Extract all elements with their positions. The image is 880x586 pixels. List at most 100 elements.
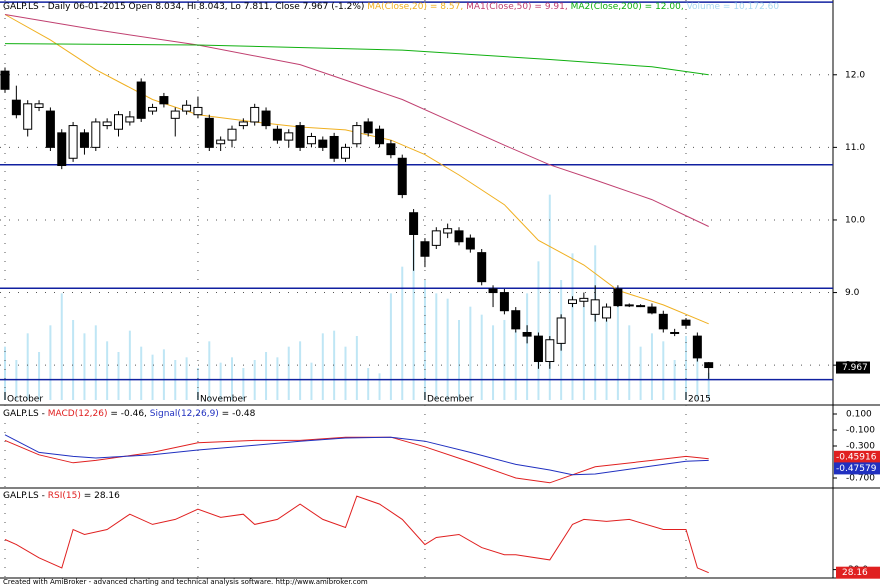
title-part: = 28.16 xyxy=(81,491,120,501)
volume-bar xyxy=(26,333,29,400)
volume-bar xyxy=(333,330,336,400)
volume-bar xyxy=(503,320,506,400)
candle-body xyxy=(272,128,282,141)
volume-bar xyxy=(162,349,165,400)
y-tick-label: 0.100 xyxy=(846,410,872,420)
y-tick-label: 12.0 xyxy=(845,70,865,80)
candle-body xyxy=(375,128,385,145)
volume-bar xyxy=(196,368,199,400)
volume-bar xyxy=(548,194,551,400)
volume-bar xyxy=(219,362,222,400)
candle-body xyxy=(182,104,192,112)
candle-body xyxy=(238,121,248,127)
candle-body xyxy=(216,139,226,145)
volume-bar xyxy=(208,341,211,400)
volume-bar xyxy=(94,325,97,400)
title-part: MA1(Close,50) = 9.91, xyxy=(466,2,571,12)
value-box xyxy=(836,566,880,579)
title-part: GALP.LS - xyxy=(3,491,48,501)
x-tick-label: November xyxy=(200,395,247,405)
value-box xyxy=(834,450,880,463)
candle-body xyxy=(488,288,498,294)
volume-bar xyxy=(276,357,279,400)
candle-body xyxy=(613,288,623,307)
candle-body xyxy=(341,146,350,159)
candle-body xyxy=(306,135,316,145)
volume-bar xyxy=(514,330,517,400)
candle-body xyxy=(477,252,487,283)
candle-body xyxy=(454,230,464,243)
title-part: MACD(12,26) xyxy=(48,409,108,419)
candle-body xyxy=(624,304,634,307)
candle-body xyxy=(102,121,112,127)
candle-body xyxy=(204,117,214,148)
volume-bar xyxy=(185,357,188,400)
candle-body xyxy=(397,157,407,196)
volume-bar xyxy=(469,306,472,400)
candle-body xyxy=(409,212,419,235)
volume-bar xyxy=(650,333,653,400)
price-label: 7.967 xyxy=(842,363,868,373)
candle-body xyxy=(250,106,260,123)
volume-bar xyxy=(117,352,120,400)
candle-body xyxy=(590,299,600,315)
candle-body xyxy=(533,335,543,363)
candle-body xyxy=(91,121,101,148)
volume-bar xyxy=(389,293,392,400)
candle-body xyxy=(79,132,89,148)
volume-bar xyxy=(480,314,483,400)
candle-body xyxy=(545,339,555,363)
value-label: 28.16 xyxy=(842,568,868,578)
title-part: MA2(Close,200) = 12.00, xyxy=(571,2,687,12)
volume-bar xyxy=(38,352,41,400)
x-tick-label: October xyxy=(7,395,43,405)
candle-body xyxy=(443,228,453,234)
volume-bar xyxy=(151,354,154,400)
volume-bar xyxy=(60,293,63,400)
volume-bar xyxy=(83,333,86,400)
macd-line xyxy=(4,434,709,476)
rsi-line xyxy=(4,495,709,574)
volume-bar xyxy=(231,357,233,400)
volume-bar xyxy=(367,368,370,400)
candle-body xyxy=(45,110,55,148)
panel-title: GALP.LS - Daily 06-01-2015 Open 8.034, H… xyxy=(3,2,779,12)
candle-body xyxy=(658,313,668,330)
candle-body xyxy=(148,106,158,112)
volume-bar xyxy=(128,330,131,400)
candle-body xyxy=(556,317,566,344)
volume-bar xyxy=(685,336,687,400)
title-part: RSI(15) xyxy=(48,491,81,501)
volume-bar xyxy=(321,333,324,400)
candle-body xyxy=(170,110,180,119)
candle-body xyxy=(499,292,509,312)
candle-body xyxy=(193,106,203,116)
candle-body xyxy=(0,70,10,90)
volume-bar xyxy=(355,336,358,400)
title-part: GALP.LS - Daily 06-01-2015 Open 8.034, H… xyxy=(3,2,367,12)
volume-bar xyxy=(571,253,574,400)
volume-bar xyxy=(696,346,699,400)
volume-bar xyxy=(639,346,642,400)
panel-title: GALP.LS - MACD(12,26) = -0.46, Signal(12… xyxy=(3,409,256,419)
title-part: MA(Close,20) = 8.57, xyxy=(367,2,466,12)
volume-bar xyxy=(412,240,415,400)
volume-bar xyxy=(287,346,290,400)
volume-bar xyxy=(106,341,109,400)
candle-body xyxy=(125,116,135,123)
volume-bar xyxy=(594,245,597,400)
volume-bar xyxy=(401,266,404,400)
title-part: = -0.48 xyxy=(219,409,256,419)
volume-bar xyxy=(265,352,268,400)
candle-body xyxy=(522,331,532,337)
moving-average xyxy=(4,14,709,227)
volume-bar xyxy=(458,320,460,400)
candle-body xyxy=(34,103,44,108)
volume-bar xyxy=(423,280,426,400)
candle-body xyxy=(431,230,441,246)
value-label: -0.45916 xyxy=(836,452,877,462)
volume-bar xyxy=(707,372,710,400)
title-part: = -0.46, xyxy=(108,409,150,419)
volume-bar xyxy=(492,325,495,400)
